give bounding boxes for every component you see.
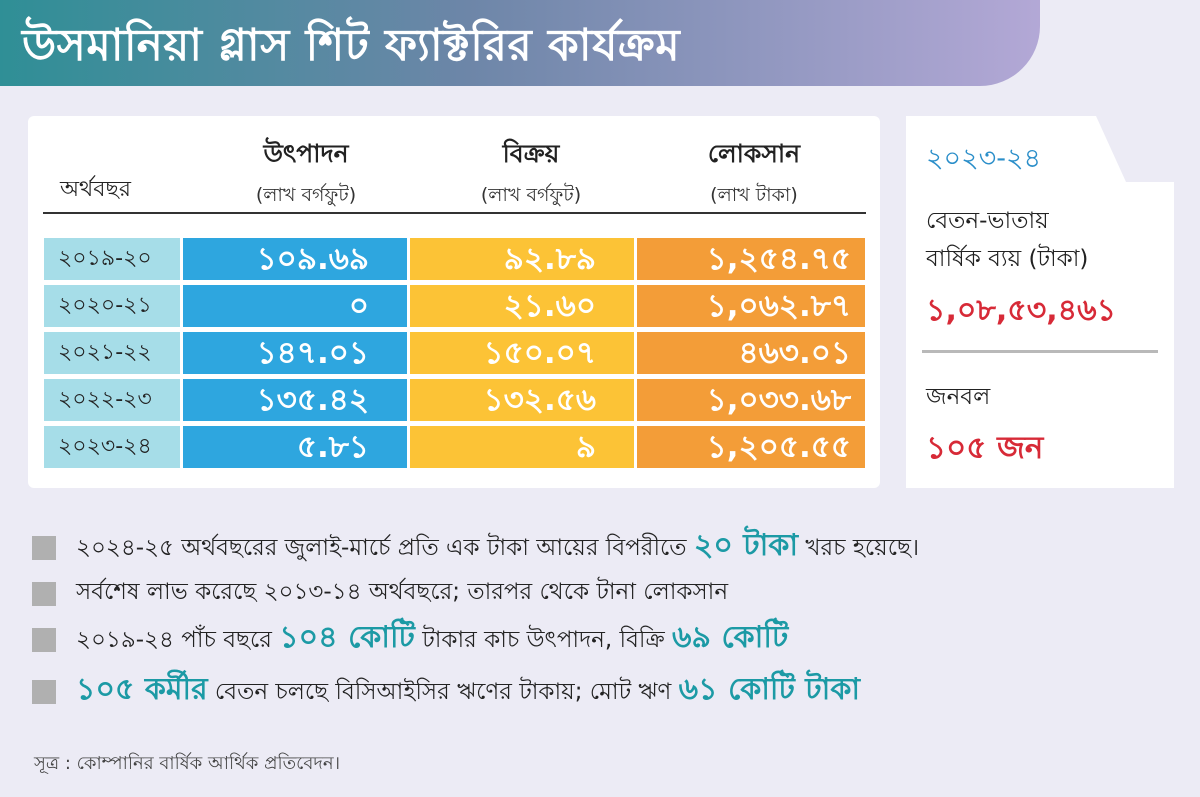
salary-label: বেতন-ভাতায় বার্ষিক ব্যয় (টাকা): [926, 202, 1088, 278]
bullet-square: [32, 536, 56, 560]
title-banner: [0, 0, 1040, 86]
header-production-title: উৎপাদন: [263, 139, 349, 168]
year-cell: ২০১৯-২০: [44, 238, 180, 280]
staff-value: ১০৫ জন: [926, 430, 1044, 466]
header-divider: [43, 212, 866, 214]
loss-cell: ১,২৫৪.৭৫: [637, 238, 865, 280]
header-sales: বিক্রয় (লাখ বর্গফুট): [426, 134, 636, 213]
loss-cell: ১,০৩৩.৬৮: [637, 379, 865, 421]
bullet-text: ২০২৪-২৫ অর্থবছরের জুলাই-মার্চে প্রতি এক …: [76, 528, 920, 563]
sales-cell: ৯২.৮৯: [410, 238, 634, 280]
bullet-highlight: ২০ টাকা: [693, 528, 799, 563]
salary-label-line2: বার্ষিক ব্যয় (টাকা): [926, 246, 1089, 272]
bullet-square: [32, 582, 56, 606]
bullet-square: [32, 628, 56, 652]
production-cell: ৫.৮১: [183, 426, 407, 468]
bullet-text: ২০১৯-২৪ পাঁচ বছরে ১০৪ কোটি টাকার কাচ উৎপ…: [76, 620, 789, 655]
bullet-highlight: ৬৯ কোটি: [672, 620, 789, 655]
production-cell: ০: [183, 285, 407, 327]
bullet-text: ১০৫ কর্মীর বেতন চলছে বিসিআইসির ঋণের টাকা…: [76, 672, 861, 707]
summary-divider: [922, 350, 1158, 353]
loss-cell: ১,০৬২.৮৭: [637, 285, 865, 327]
summary-year: ২০২৩-২৪: [926, 143, 1042, 174]
bullet-highlight: ৬১ কোটি টাকা: [678, 672, 861, 707]
salary-value: ১,০৮,৫৩,৪৬১: [926, 293, 1117, 328]
header-loss: লোকসান (লাখ টাকা): [649, 134, 859, 213]
header-loss-unit: (লাখ টাকা): [710, 184, 798, 206]
page-title: উসমানিয়া গ্লাস শিট ফ্যাক্টরির কার্যক্রম: [22, 20, 681, 71]
staff-label: জনবল: [926, 384, 991, 410]
year-cell: ২০২০-২১: [44, 285, 180, 327]
sales-cell: ১৩২.৫৬: [410, 379, 634, 421]
year-cell: ২০২১-২২: [44, 332, 180, 374]
summary-card: ২০২৩-২৪ বেতন-ভাতায় বার্ষিক ব্যয় (টাকা)…: [906, 116, 1174, 488]
bullet-square: [32, 680, 56, 704]
production-cell: ১৪৭.০১: [183, 332, 407, 374]
year-cell: ২০২৩-২৪: [44, 426, 180, 468]
loss-cell: ১,২০৫.৫৫: [637, 426, 865, 468]
header-production-unit: (লাখ বর্গফুট): [255, 184, 357, 206]
header-year: অর্থবছর: [60, 177, 131, 202]
year-cell: ২০২২-২৩: [44, 379, 180, 421]
production-cell: ১০৯.৬৯: [183, 238, 407, 280]
sales-cell: ২১.৬০: [410, 285, 634, 327]
sales-cell: ১৫০.০৭: [410, 332, 634, 374]
bullet-highlight: ১০৫ কর্মীর: [76, 672, 208, 707]
sales-cell: ৯: [410, 426, 634, 468]
production-cell: ১৩৫.৪২: [183, 379, 407, 421]
header-production: উৎপাদন (লাখ বর্গফুট): [201, 134, 411, 213]
header-loss-title: লোকসান: [707, 139, 801, 168]
bullet-highlight: ১০৪ কোটি: [279, 620, 415, 655]
source-note: সূত্র : কোম্পানির বার্ষিক আর্থিক প্রতিবে…: [34, 753, 341, 774]
header-sales-title: বিক্রয়: [502, 139, 560, 168]
salary-label-line1: বেতন-ভাতায়: [926, 208, 1049, 234]
header-sales-unit: (লাখ বর্গফুট): [480, 184, 582, 206]
data-table: অর্থবছর উৎপাদন (লাখ বর্গফুট) বিক্রয় (লা…: [28, 116, 880, 488]
loss-cell: ৪৬৩.০১: [637, 332, 865, 374]
bullet-text: সর্বশেষ লাভ করেছে ২০১৩-১৪ অর্থবছরে; তারপ…: [76, 579, 729, 605]
